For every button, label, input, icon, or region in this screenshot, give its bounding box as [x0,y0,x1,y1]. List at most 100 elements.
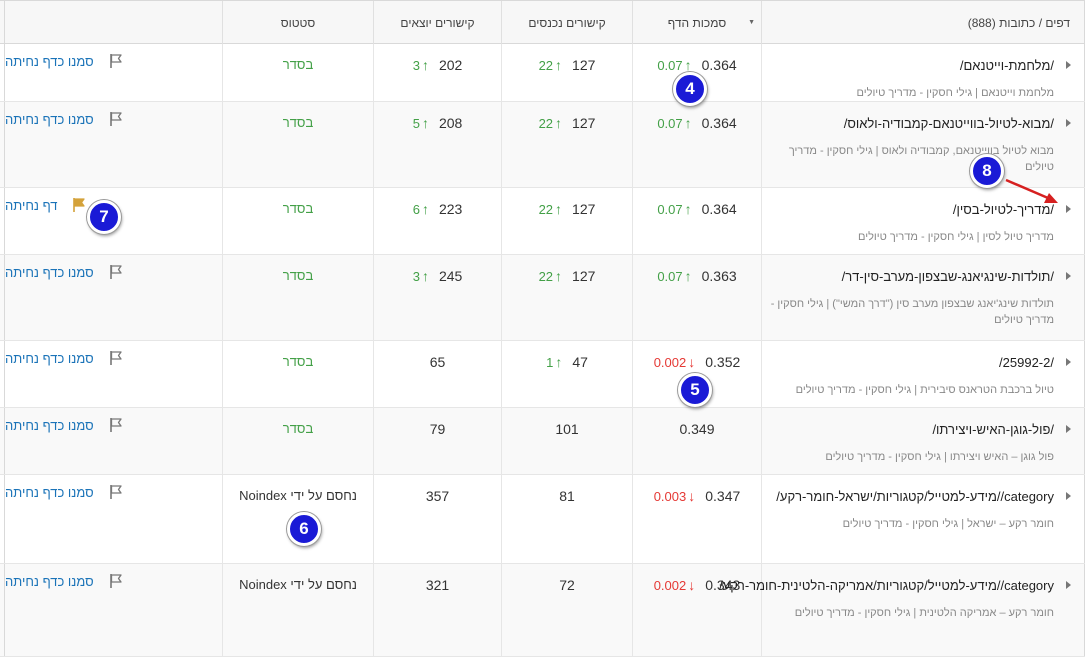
landing-page-label[interactable]: דף נחיתה [5,197,58,213]
flag-filled-icon[interactable] [71,197,87,213]
arrow-up-icon: ↑ [555,57,563,73]
authority-delta: 0.002 ↓ [654,354,696,370]
caret-right-icon[interactable] [1066,205,1071,213]
status-text: בסדר [282,201,314,216]
arrow-up-icon: ↑ [555,354,563,370]
cell-status: בסדר [223,408,374,474]
incoming-values: 22 ↑ 127 [502,44,632,73]
cell-outgoing: 321 [374,564,502,656]
page-url[interactable]: /25992-2/ [999,355,1054,370]
caret-right-icon[interactable] [1066,358,1071,366]
incoming-value: 127 [572,268,596,284]
authority-values: 0.003 ↓ 0.347 [633,475,761,504]
caret-right-icon[interactable] [1066,61,1071,69]
outgoing-values: 65 [374,341,501,370]
incoming-values: 81 [502,475,632,504]
page-info: category//מידע-למטייל/קטגוריות/אמריקה-הל… [719,564,1084,621]
cell-action: סמנו כדף נחיתה [4,475,223,563]
incoming-value: 127 [572,57,596,73]
header-incoming-links[interactable]: קישורים נכנסים [502,1,633,44]
page-title: מלחמת וייטנאם | גילי חסקין - מדריך טיולי… [856,87,1054,99]
landing-page-action: דף נחיתה [5,188,222,213]
arrow-up-icon: ↑ [555,201,563,217]
page-title: חומר רקע – אמריקה הלטינית | גילי חסקין -… [794,607,1054,619]
outgoing-value: 208 [438,115,463,131]
outgoing-values: 5 ↑ 208 [374,102,501,131]
cell-status: בסדר [223,255,374,340]
header-page-authority[interactable]: סמכות הדף ▼ [633,1,762,44]
landing-page-action: סמנו כדף נחיתה [5,408,222,433]
cell-status: בסדר [223,341,374,407]
header-outgoing-links[interactable]: קישורים יוצאים [374,1,502,44]
header-pages[interactable]: דפים / כתובות (888) [762,1,1085,44]
mark-as-landing-page-link[interactable]: סמנו כדף נחיתה [5,350,94,366]
incoming-delta: 1 ↑ [546,354,562,370]
cell-authority: 0.003 ↓ 0.347 [633,475,762,563]
flag-outline-icon[interactable] [108,417,124,433]
page-url[interactable]: category//מידע-למטייל/קטגוריות/אמריקה-הל… [719,578,1054,593]
flag-outline-icon[interactable] [108,484,124,500]
incoming-delta: 22 ↑ [539,201,562,217]
outgoing-value: 321 [425,577,450,593]
outgoing-values: 3 ↑ 245 [374,255,501,284]
mark-as-landing-page-link[interactable]: סמנו כדף נחיתה [5,573,94,589]
outgoing-values: 321 [374,564,501,593]
outgoing-value: 245 [438,268,463,284]
mark-as-landing-page-link[interactable]: סמנו כדף נחיתה [5,484,94,500]
cell-action: סמנו כדף נחיתה [4,44,223,101]
mark-as-landing-page-link[interactable]: סמנו כדף נחיתה [5,264,94,280]
authority-values: 0.07 ↑ 0.364 [633,44,761,73]
landing-page-action: סמנו כדף נחיתה [5,341,222,366]
page-info: /מלחמת-וייטנאם/מלחמת וייטנאם | גילי חסקי… [762,44,1084,101]
page-url[interactable]: /תולדות-שינגיאנג-שבצפון-מערב-סין-דר/ [841,269,1054,284]
mark-as-landing-page-link[interactable]: סמנו כדף נחיתה [5,53,94,69]
annotation-badge-5: 5 [678,373,712,407]
page-url[interactable]: /פול-גוגן-האיש-ויצירתו/ [932,422,1054,437]
mark-as-landing-page-link[interactable]: סמנו כדף נחיתה [5,417,94,433]
cell-incoming: 22 ↑ 127 [502,255,633,340]
caret-right-icon[interactable] [1066,425,1071,433]
page-url[interactable]: /מדריך-לטיול-בסין/ [952,202,1054,217]
outgoing-value: 202 [438,57,463,73]
table-row: דף נחיתה בסדר 6 ↑ 223 22 ↑ 127 0.07 ↑ 0.364/מדריך-… [0,188,1085,255]
cell-authority: 0.002 ↓ 0.352 [633,341,762,407]
annotation-red-arrow-icon [1005,178,1058,203]
cell-page: /מלחמת-וייטנאם/מלחמת וייטנאם | גילי חסקי… [762,44,1085,101]
flag-outline-icon[interactable] [108,53,124,69]
caret-right-icon[interactable] [1066,492,1071,500]
mark-as-landing-page-link[interactable]: סמנו כדף נחיתה [5,111,94,127]
authority-delta: 0.002 ↓ [654,577,696,593]
incoming-values: 72 [502,564,632,593]
authority-value: 0.347 [705,488,741,504]
flag-outline-icon[interactable] [108,264,124,280]
flag-outline-icon[interactable] [108,573,124,589]
caret-right-icon[interactable] [1066,119,1071,127]
page-url[interactable]: category//מידע-למטייל/קטגוריות/ישראל-חומ… [776,489,1054,504]
cell-outgoing: 5 ↑ 208 [374,102,502,187]
cell-outgoing: 357 [374,475,502,563]
outgoing-delta: 3 ↑ [413,268,429,284]
cell-status: נחסם על ידי Noindex [223,475,374,563]
caret-right-icon[interactable] [1066,581,1071,589]
header-status[interactable]: סטטוס [223,1,374,44]
cell-action: סמנו כדף נחיתה [4,102,223,187]
cell-action: סמנו כדף נחיתה [4,341,223,407]
flag-outline-icon[interactable] [108,350,124,366]
page-url[interactable]: /מבוא-לטיול-בווייטנאם-קמבודיה-ולאוס/ [843,116,1054,131]
authority-delta-value: 0.07 [657,57,683,73]
page-url[interactable]: /מלחמת-וייטנאם/ [959,58,1054,73]
page-title: טיול ברכבת הטראנס סיבירית | גילי חסקין -… [795,384,1054,396]
arrow-up-icon: ↑ [421,268,429,284]
flag-outline-icon[interactable] [108,111,124,127]
caret-right-icon[interactable] [1066,272,1071,280]
incoming-values: 101 [502,408,632,437]
authority-delta: 0.07 ↑ [657,201,691,217]
authority-delta-value: 0.07 [657,115,683,131]
outgoing-value: 79 [429,421,446,437]
annotation-badge-6: 6 [287,512,321,546]
incoming-values: 22 ↑ 127 [502,188,632,217]
cell-outgoing: 65 [374,341,502,407]
page-info: /מדריך-לטיול-בסין/מדריך טיול לסין | גילי… [762,188,1084,245]
sort-desc-icon[interactable]: ▼ [748,19,755,26]
